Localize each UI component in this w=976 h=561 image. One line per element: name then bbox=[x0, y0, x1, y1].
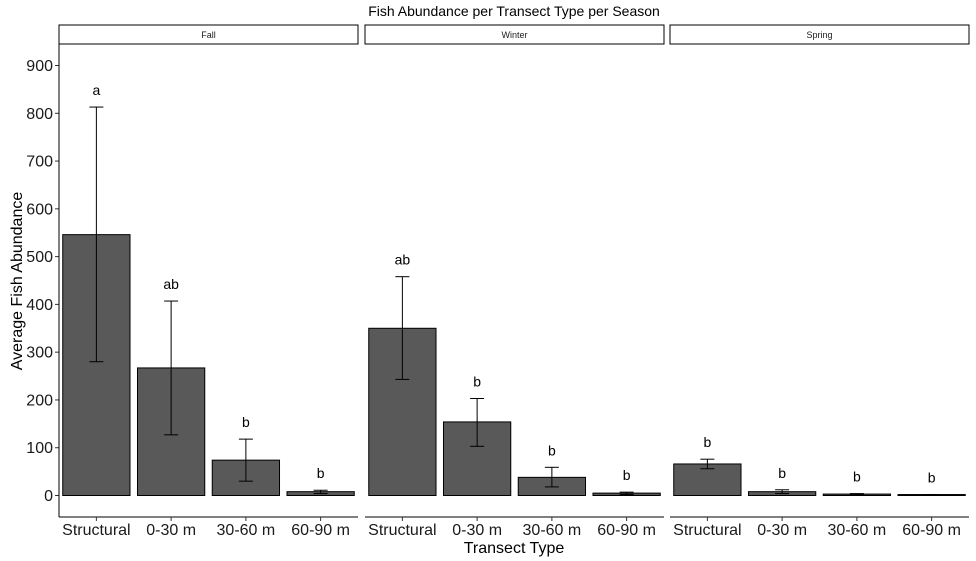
facet-strip-winter bbox=[364, 24, 665, 45]
y-tick-label: 900 bbox=[26, 58, 53, 75]
y-tick-label: 500 bbox=[26, 249, 53, 266]
x-axis-title: Transect Type bbox=[464, 540, 565, 557]
significance-label: b bbox=[778, 465, 786, 481]
x-tick-label: 60-90 m bbox=[902, 522, 961, 539]
significance-label: b bbox=[928, 470, 936, 486]
x-tick-label: Structural bbox=[368, 522, 436, 539]
x-tick-label: 0-30 m bbox=[146, 522, 196, 539]
significance-label: b bbox=[548, 442, 556, 458]
y-tick-label: 200 bbox=[26, 392, 53, 409]
significance-label: b bbox=[242, 414, 250, 430]
significance-label: b bbox=[473, 374, 481, 390]
x-tick-label: 60-90 m bbox=[597, 522, 656, 539]
x-tick-label: Structural bbox=[62, 522, 130, 539]
y-tick-label: 0 bbox=[44, 488, 53, 505]
chart-title: Fish Abundance per Transect Type per Sea… bbox=[368, 3, 660, 19]
facet-strip-spring bbox=[669, 24, 970, 45]
x-tick-label: 0-30 m bbox=[757, 522, 807, 539]
significance-label: a bbox=[92, 82, 100, 98]
facet-strip-fall bbox=[58, 24, 359, 45]
x-tick-label: 30-60 m bbox=[523, 522, 582, 539]
y-tick-label: 800 bbox=[26, 106, 53, 123]
y-tick-label: 300 bbox=[26, 345, 53, 362]
y-tick-label: 100 bbox=[26, 440, 53, 457]
x-tick-label: 30-60 m bbox=[217, 522, 276, 539]
x-tick-label: 30-60 m bbox=[828, 522, 887, 539]
facet-strip-label-fall: Fall bbox=[201, 30, 216, 40]
significance-label: b bbox=[317, 465, 325, 481]
plot-layer: 0 100 200 300 400 500 600 700 800 900 Fall a Structu… bbox=[26, 24, 970, 539]
y-tick-label: 600 bbox=[26, 201, 53, 218]
x-tick-label: 60-90 m bbox=[291, 522, 350, 539]
significance-label: ab bbox=[395, 252, 411, 268]
x-tick-label: Structural bbox=[673, 522, 741, 539]
y-tick-label: 400 bbox=[26, 297, 53, 314]
significance-label: b bbox=[623, 467, 631, 483]
significance-label: b bbox=[853, 469, 861, 485]
significance-label: b bbox=[703, 434, 711, 450]
x-tick-label: 0-30 m bbox=[452, 522, 502, 539]
significance-label: ab bbox=[163, 276, 179, 292]
y-tick-label: 700 bbox=[26, 154, 53, 171]
facet-strip-label-winter: Winter bbox=[501, 30, 527, 40]
y-axis-title: Average Fish Abundance bbox=[9, 192, 26, 371]
facet-strip-label-spring: Spring bbox=[806, 30, 832, 40]
